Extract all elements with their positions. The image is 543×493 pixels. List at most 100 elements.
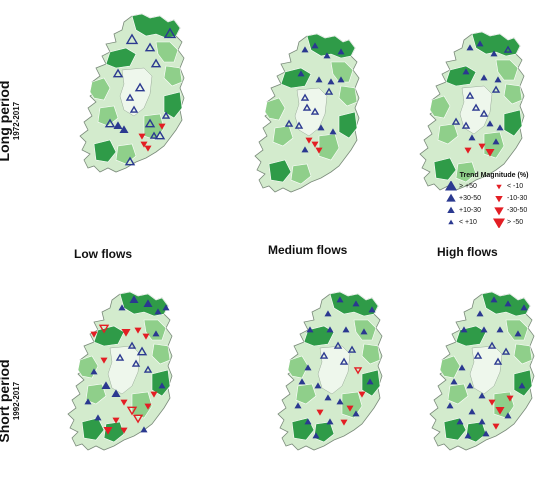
increase-trend-marker [304,364,312,371]
increase-trend-marker [514,330,522,337]
up-triangle-icon [447,206,455,213]
legend-symbol [446,193,456,202]
legend-grid: > +50 < -10 +30-50 -10-30 +10-30 -30-50 < +10 >… [445,181,543,228]
increase-trend-marker [468,134,476,141]
increase-trend-marker [471,103,481,111]
decrease-trend-marker [120,427,128,434]
increase-trend-marker [490,50,498,57]
increase-trend-marker [520,304,528,311]
increase-trend-marker [476,40,484,47]
increase-trend-marker [294,402,302,409]
catchment-region [505,319,529,341]
down-triangle-icon [493,218,505,228]
increase-trend-marker [501,347,511,355]
increase-trend-marker [368,306,376,313]
increase-trend-marker [113,121,123,130]
increase-trend-marker [140,426,148,433]
increase-trend-marker [490,296,498,303]
ireland-map-svg [429,291,535,451]
decrease-trend-marker [506,395,514,402]
catchment-region [471,31,521,57]
increase-trend-marker [366,378,374,385]
row-title-long-period: Long period [0,80,12,162]
legend-item-label: -30-50 [507,207,528,214]
decrease-trend-marker [112,417,120,424]
increase-trend-marker [480,326,488,333]
column-label-high-flows: High flows [437,245,498,259]
increase-trend-marker [136,346,148,356]
increase-trend-marker [129,295,139,304]
increase-trend-marker [478,418,486,425]
map-short-period-high-flows [420,290,543,455]
increase-trend-marker [336,296,344,303]
catchment-region [433,157,457,181]
increase-trend-marker [482,430,490,437]
ireland-map-svg [277,291,383,451]
decrease-trend-marker [134,327,142,334]
increase-trend-marker [336,398,344,405]
increase-trend-marker [466,382,474,389]
increase-trend-marker [298,378,306,385]
decrease-trend-marker [120,399,128,406]
increase-trend-marker [154,130,166,140]
decrease-trend-marker [478,143,486,150]
catchment-region-central [107,345,141,395]
catchment-region [503,83,523,105]
increase-trend-marker [311,42,319,49]
increase-trend-marker [101,381,111,390]
catchment-region [287,355,309,379]
decrease-trend-marker [98,324,110,334]
increase-trend-marker [143,365,153,373]
increase-trend-marker [300,93,310,101]
catchment-region [290,163,312,185]
decrease-trend-marker [144,403,152,410]
legend-item-label: > -50 [507,219,524,226]
increase-trend-marker [496,326,504,333]
decrease-trend-marker [138,133,146,140]
down-triangle-icon [494,207,504,216]
increase-trend-marker [310,107,320,115]
increase-trend-marker [150,58,162,68]
ireland-map-svg [67,291,173,451]
legend-item: > +50 [445,181,493,192]
legend-item: +10-30 [445,205,493,216]
increase-trend-marker [294,121,304,129]
increase-trend-marker [84,398,92,405]
increase-trend-marker [319,351,329,359]
catchment-region [81,417,105,441]
increase-trend-marker [339,357,349,365]
decrease-trend-marker [492,423,500,430]
increase-trend-marker [297,70,305,77]
increase-trend-marker [503,45,513,53]
catchment-region [97,105,119,127]
legend-item-label: > +50 [459,183,477,190]
decrease-trend-marker [103,426,113,435]
increase-trend-marker [149,131,159,139]
increase-trend-marker [324,87,334,95]
increase-trend-marker [347,345,357,353]
increase-trend-marker [104,118,116,128]
increase-trend-marker [144,42,156,52]
catchment-region [151,369,171,397]
catchment-region [338,111,358,139]
decrease-trend-marker [485,148,495,157]
catchment-region [280,67,312,89]
increase-trend-marker [90,368,98,375]
up-triangle-icon [448,219,454,225]
catchment-region [513,343,533,365]
increase-trend-marker [461,121,471,129]
catchment-region [163,91,183,119]
increase-trend-marker [476,310,484,317]
increase-trend-marker [125,93,135,101]
decrease-trend-marker [142,333,150,340]
decrease-trend-marker [488,399,496,406]
increase-trend-marker [518,382,526,389]
increase-trend-marker [302,103,312,111]
increase-trend-marker [131,359,141,367]
increase-trend-marker [465,91,475,99]
increase-trend-marker [162,304,170,311]
decrease-trend-marker [340,419,348,426]
row-label-short-period: Short period 1992-2017 [0,353,23,449]
catchment-region [295,383,317,405]
decrease-trend-marker [132,414,144,424]
